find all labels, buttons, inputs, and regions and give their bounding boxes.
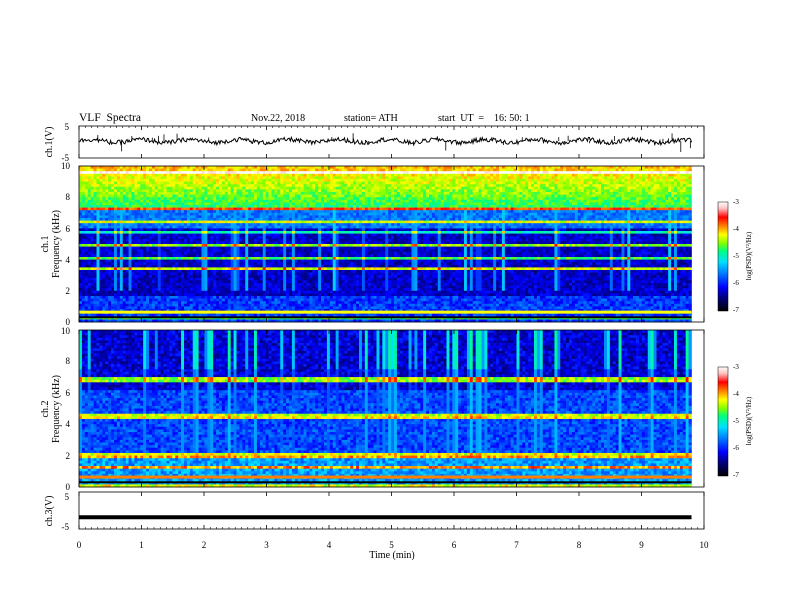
ch1-spectrogram-panel: 0 2 4 6 8 10 ch.1 Frequency (kHz) -3 -4 … [40, 161, 753, 327]
ch2-ytick-4: 4 [66, 419, 71, 429]
ch2-cb-tick--3: -3 [733, 363, 739, 371]
ch1-waveform-panel: 5 -5 ch.1(V) [44, 122, 704, 163]
ch1-ytick-4: 4 [66, 255, 71, 265]
waveform-trace [79, 137, 692, 145]
ch2-ytick-10: 10 [61, 326, 71, 336]
ch2-cb-tick--7: -7 [733, 471, 739, 479]
ch1-spectrogram-image [79, 166, 692, 322]
ch1-cb-tick--5: -5 [733, 252, 739, 260]
x-tick-label-8: 8 [577, 540, 582, 550]
ch1-ytick-6: 6 [66, 224, 71, 234]
x-tick-label-9: 9 [639, 540, 644, 550]
ch2-colorbar [718, 367, 728, 476]
ch2-colorbar-label: log(PSD)(V²/Hz) [745, 396, 753, 445]
vlf-band [79, 476, 692, 479]
ch1-waveform-frame [79, 126, 704, 158]
ch2-frequency-label: Frequency (kHz) [51, 375, 62, 443]
x-tick-label-5: 5 [389, 540, 394, 550]
ch1-colorbar-label: log(PSD)(V²/Hz) [745, 231, 753, 280]
ch2-cb-tick--4: -4 [733, 390, 739, 398]
x-tick-label-10: 10 [700, 540, 710, 550]
x-tick-label-6: 6 [452, 540, 457, 550]
ch3-waveform-panel: 5 -5 ch.3(V) [44, 492, 704, 532]
ch2-ytick-2: 2 [66, 451, 71, 461]
vlf-band-dark [79, 481, 692, 483]
ch1-ytick-2: 2 [66, 286, 71, 296]
ch2-spectrogram-panel: 0 2 4 6 8 10 ch.2 Frequency (kHz) -3 -4 … [40, 326, 753, 492]
ch1-channel-label: ch.1 [40, 236, 51, 253]
x-tick-label-1: 1 [139, 540, 144, 550]
ch1-ylabel: ch.1(V) [44, 127, 55, 158]
vlf-band-dark [79, 316, 692, 318]
ch3-waveform-frame [79, 492, 704, 529]
ch1-cb-tick--7: -7 [733, 306, 739, 314]
ch2-spectrogram-image [79, 330, 692, 487]
ch1-cb-tick--3: -3 [733, 198, 739, 206]
ch1-frequency-label: Frequency (kHz) [51, 210, 62, 278]
ch1-ytick-10: 10 [61, 161, 71, 171]
ch1-cb-tick--4: -4 [733, 225, 739, 233]
ch1-cb-tick--6: -6 [733, 279, 739, 287]
x-tick-label-7: 7 [514, 540, 519, 550]
x-tick-label-2: 2 [202, 540, 207, 550]
vlf-band [79, 311, 692, 314]
ch2-ytick-8: 8 [66, 356, 71, 366]
x-tick-label-3: 3 [264, 540, 269, 550]
x-tick-label-0: 0 [77, 540, 82, 550]
ch2-ytick-0: 0 [66, 482, 71, 492]
ch1-waveform-line [79, 133, 692, 152]
ch2-ytick-6: 6 [66, 388, 71, 398]
time-axis-label: Time (min) [369, 550, 414, 561]
ch2-cb-tick--5: -5 [733, 417, 739, 425]
ch1-colorbar [718, 202, 728, 311]
ch3-ytick-top: 5 [65, 492, 70, 502]
ch1-ytick-top: 5 [65, 122, 70, 132]
ch2-channel-label: ch.2 [40, 401, 51, 418]
ch1-spectrogram-yticks: 0 2 4 6 8 10 [61, 161, 71, 327]
ch3-ytick-bottom: -5 [62, 522, 70, 532]
x-tick-label-4: 4 [327, 540, 332, 550]
ch3-ylabel: ch.3(V) [44, 496, 55, 527]
ch1-ytick-8: 8 [66, 192, 71, 202]
ch2-spectrogram-yticks: 0 2 4 6 8 10 [61, 326, 71, 492]
ch2-cb-tick--6: -6 [733, 444, 739, 452]
